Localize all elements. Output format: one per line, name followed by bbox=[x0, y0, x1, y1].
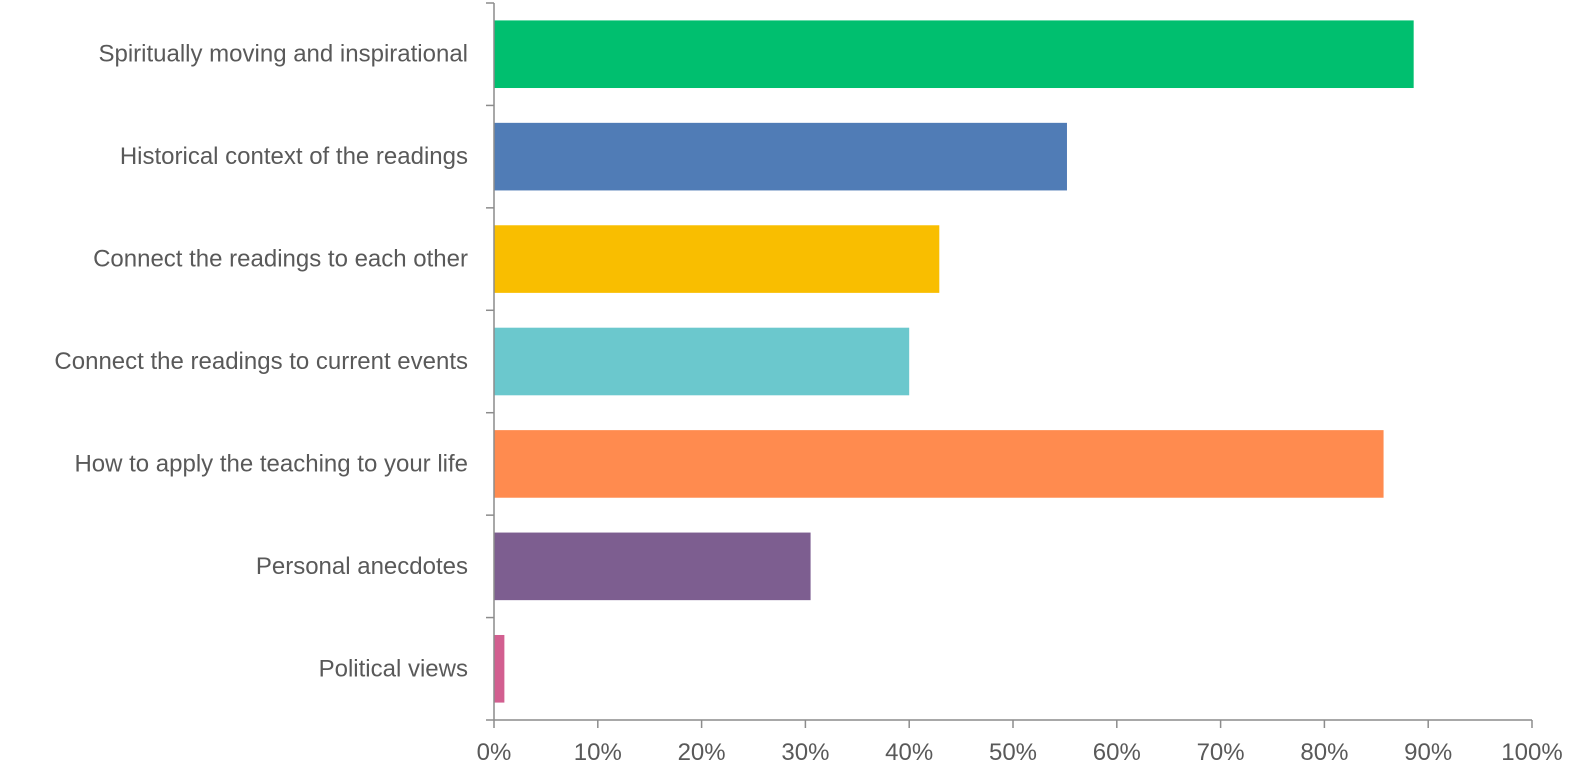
bar bbox=[494, 430, 1384, 498]
x-tick-label: 90% bbox=[1404, 739, 1452, 766]
bars-group bbox=[494, 20, 1414, 703]
x-tick-label: 20% bbox=[678, 739, 726, 766]
bar bbox=[494, 532, 811, 601]
category-label: Spiritually moving and inspirational bbox=[98, 41, 468, 68]
category-label: Connect the readings to current events bbox=[54, 348, 468, 375]
category-labels: Spiritually moving and inspirational Hist… bbox=[54, 41, 468, 683]
bar bbox=[494, 122, 1067, 191]
category-label: Political views bbox=[319, 655, 468, 682]
category-label: Personal anecdotes bbox=[256, 553, 468, 580]
x-tick-label: 50% bbox=[989, 739, 1037, 766]
x-tick-labels: 0% 10% 20% 30% 40% 50% 60% 70% 80% 90% 100% bbox=[477, 739, 1563, 766]
x-tick-label: 80% bbox=[1300, 739, 1348, 766]
axes bbox=[486, 2, 1533, 728]
bar bbox=[494, 225, 940, 293]
category-label: How to apply the teaching to your life bbox=[74, 450, 468, 477]
category-label: Historical context of the readings bbox=[120, 143, 468, 170]
x-tick-label: 100% bbox=[1501, 739, 1562, 766]
x-tick-label: 70% bbox=[1197, 739, 1245, 766]
bar bbox=[494, 20, 1414, 89]
x-tick-label: 10% bbox=[574, 739, 622, 766]
x-tick-label: 0% bbox=[477, 739, 512, 766]
bar bbox=[494, 327, 910, 396]
x-tick-label: 40% bbox=[885, 739, 933, 766]
x-tick-label: 30% bbox=[781, 739, 829, 766]
bar bbox=[494, 634, 505, 703]
x-tick-label: 60% bbox=[1093, 739, 1141, 766]
category-label: Connect the readings to each other bbox=[93, 246, 468, 273]
